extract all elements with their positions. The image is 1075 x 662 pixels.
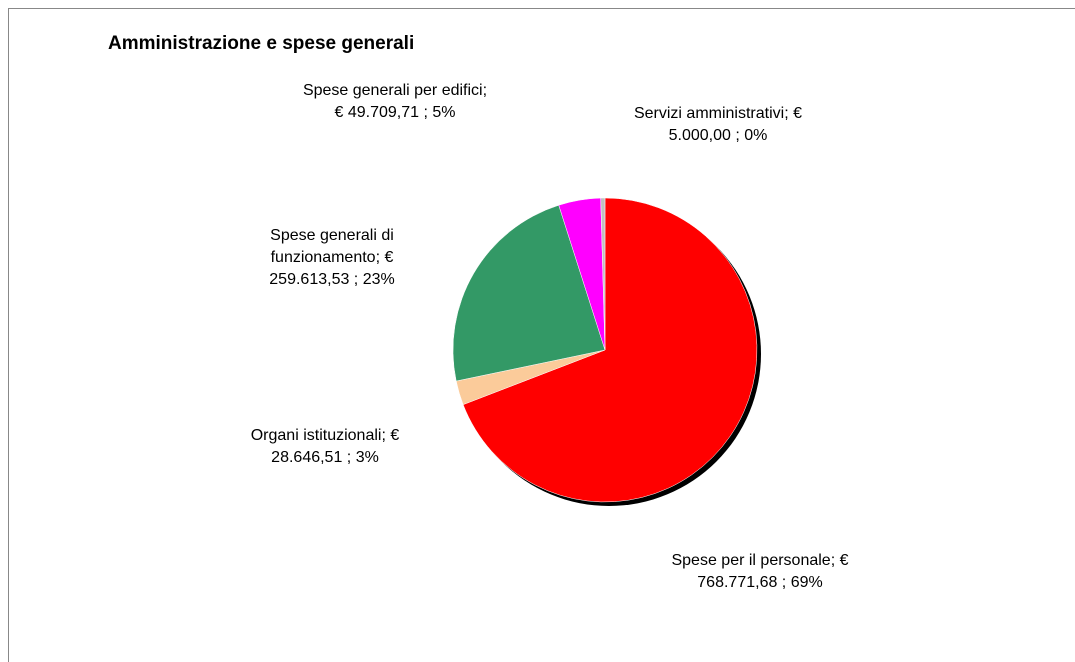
slice-name: Organi istituzionali; xyxy=(250,427,386,444)
slice-name: Spese per il personale; xyxy=(671,552,836,569)
data-label: Spese per il personale; € 768.771,68 ; 6… xyxy=(650,550,870,594)
pie-slice xyxy=(462,197,758,503)
chart-title: Amministrazione e spese generali xyxy=(108,33,415,54)
slice-name: Spese generali per edifici; xyxy=(302,82,488,99)
data-label: Spese generali per edifici; € 49.709,71 … xyxy=(300,80,490,124)
chart-frame xyxy=(8,8,1075,662)
slice-value: € 768.771,68 ; 69% xyxy=(697,552,849,591)
pie-slice xyxy=(600,197,606,351)
slice-name: Spese generali di funzionamento; xyxy=(270,227,394,266)
slice-value: € 49.709,71 ; 5% xyxy=(334,104,456,121)
pie-slice xyxy=(452,204,606,382)
slice-value: € 259.613,53 ; 23% xyxy=(269,249,395,288)
data-label: Spese generali di funzionamento; € 259.6… xyxy=(242,225,422,291)
slice-value: € 28.646,51 ; 3% xyxy=(271,427,400,466)
data-label: Servizi amministrativi; € 5.000,00 ; 0% xyxy=(608,103,828,147)
slice-name: Servizi amministrativi; xyxy=(633,105,789,122)
slice-value: € 5.000,00 ; 0% xyxy=(668,105,803,144)
data-label: Organi istituzionali; € 28.646,51 ; 3% xyxy=(225,425,425,469)
